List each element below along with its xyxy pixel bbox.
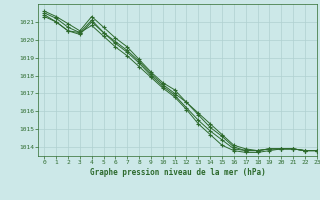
X-axis label: Graphe pression niveau de la mer (hPa): Graphe pression niveau de la mer (hPa) [90, 168, 266, 177]
